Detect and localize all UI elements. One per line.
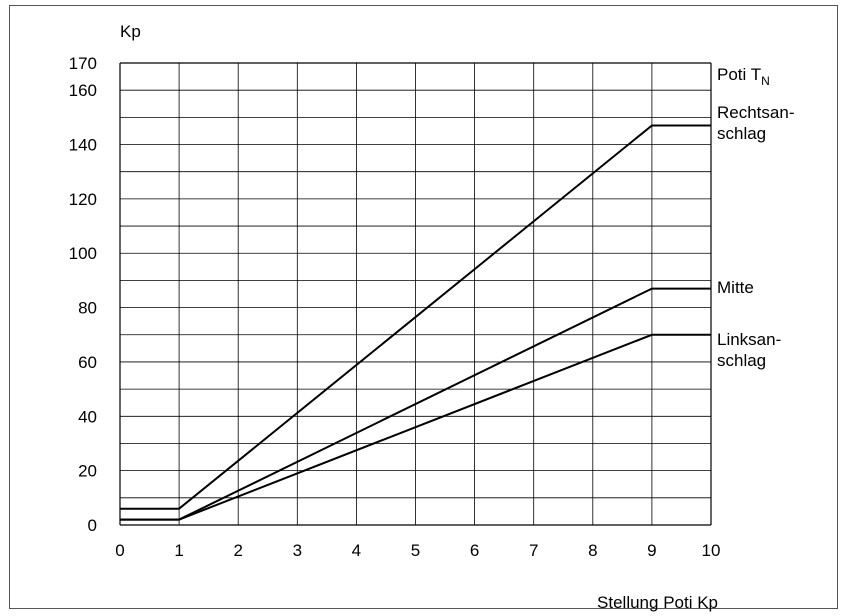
grid (119, 62, 712, 526)
legend-title-sub: N (761, 74, 770, 88)
y-tick-label: 0 (88, 516, 97, 535)
series-label: Rechtsan-schlag (717, 103, 794, 143)
y-tick-label: 80 (78, 299, 97, 318)
y-axis-label: Kp (120, 22, 141, 41)
series-label: Linksan-schlag (717, 330, 781, 370)
x-tick-label: 1 (174, 541, 183, 560)
x-axis-label: Stellung Poti Kp (597, 593, 718, 612)
x-tick-label: 5 (411, 541, 420, 560)
x-tick-label: 4 (352, 541, 361, 560)
y-tick-label: 140 (69, 136, 97, 155)
y-tick-label: 20 (78, 462, 97, 481)
y-tick-label: 170 (69, 54, 97, 73)
chart-frame (9, 5, 838, 609)
x-tick-label: 10 (702, 541, 721, 560)
series-line (120, 124, 711, 510)
x-tick-label: 0 (115, 541, 124, 560)
y-tick-label: 40 (78, 407, 97, 426)
y-tick-label: 120 (69, 190, 97, 209)
x-tick-label: 6 (470, 541, 479, 560)
legend-title-main: Poti T (717, 65, 761, 84)
x-tick-label: 8 (588, 541, 597, 560)
series-lines (120, 124, 711, 521)
x-tick-label: 3 (293, 541, 302, 560)
labels: Kp Stellung Poti Kp Poti TN 0 1 2 3 4 5 6 7 8 9 10… (69, 22, 795, 612)
y-tick-label: 100 (69, 244, 97, 263)
y-tick-label: 60 (78, 353, 97, 372)
legend-title: Poti TN (717, 65, 770, 88)
x-tick-label: 9 (647, 541, 656, 560)
x-tick-label: 2 (233, 541, 242, 560)
series-line (120, 333, 711, 521)
series-label: Mitte (717, 278, 754, 297)
x-tick-label: 7 (529, 541, 538, 560)
y-tick-label: 160 (69, 81, 97, 100)
